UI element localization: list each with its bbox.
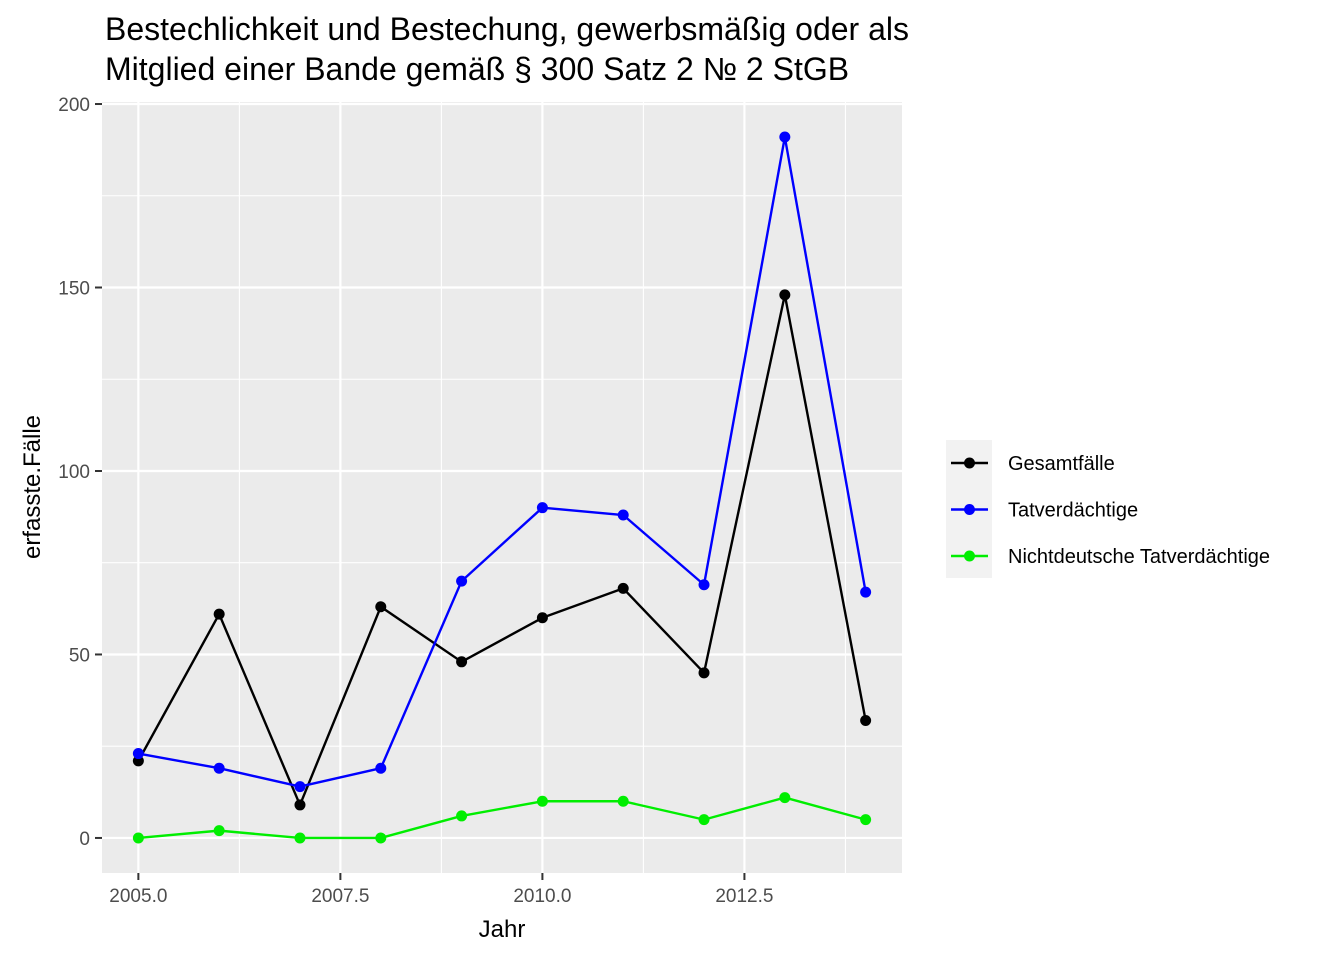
y-tick-label: 0	[79, 829, 90, 850]
data-point-2	[698, 814, 710, 826]
axis-ticks	[95, 103, 746, 880]
y-tick-label: 50	[69, 645, 90, 666]
series-line-0	[137, 293, 867, 807]
x-tick-label: 2007.5	[311, 886, 369, 907]
data-point-1	[456, 575, 468, 587]
series-line-1	[138, 135, 867, 788]
x-tick-label: 2012.5	[715, 886, 773, 907]
legend-key-point	[964, 504, 975, 515]
y-tick-label: 150	[58, 279, 90, 300]
data-point-0	[698, 667, 710, 679]
data-point-2	[779, 792, 791, 804]
chart-title-line-2: Mitglied einer Bande gemäß § 300 Satz 2 …	[105, 51, 849, 87]
legend-key-point	[964, 457, 975, 469]
data-point-1	[294, 781, 306, 793]
series-line-2	[138, 796, 866, 840]
data-point-1	[698, 579, 710, 591]
legend-label: Gesamtfälle	[1008, 453, 1115, 475]
data-point-0	[294, 799, 306, 811]
data-point-1	[617, 509, 629, 521]
x-tick-label: 2005.0	[109, 886, 167, 907]
plot-panel	[102, 102, 902, 873]
data-point-2	[375, 832, 387, 844]
x-axis-title: Jahr	[479, 916, 526, 943]
tick-labels: 2005.0 2007.5 2010.0 2012.5 0 50 100 150 200	[58, 95, 773, 907]
data-point-1	[213, 762, 225, 774]
data-point-1	[536, 502, 548, 514]
legend: Gesamtfälle Tatverdächtige Nichtdeutsche T…	[946, 440, 1270, 578]
data-point-1	[375, 762, 387, 774]
y-axis-title: erfasste.Fälle	[19, 415, 46, 559]
legend-label: Tatverdächtige	[1008, 500, 1138, 522]
chart-title-line-1: Bestechlichkeit und Bestechung, gewerbsm…	[105, 11, 909, 47]
legend-key-point	[964, 550, 975, 562]
data-point-0	[456, 656, 468, 668]
data-point-1	[860, 586, 872, 598]
grid-minor	[102, 102, 902, 873]
data-point-2	[536, 795, 548, 807]
data-point-0	[536, 612, 548, 624]
data-point-1	[132, 748, 144, 760]
data-point-0	[213, 608, 225, 620]
y-tick-label: 100	[58, 462, 90, 483]
series-layer	[132, 131, 872, 844]
legend-label: Nichtdeutsche Tatverdächtige	[1008, 546, 1270, 568]
data-point-2	[456, 810, 468, 822]
data-point-2	[213, 825, 225, 837]
data-point-0	[779, 289, 791, 301]
data-point-1	[779, 131, 791, 143]
data-point-0	[860, 715, 872, 727]
data-point-0	[375, 601, 387, 613]
data-point-2	[617, 795, 629, 807]
data-point-2	[132, 832, 144, 844]
y-tick-label: 200	[58, 95, 90, 116]
data-point-2	[294, 832, 306, 844]
data-point-0	[617, 582, 629, 594]
x-tick-label: 2010.0	[513, 886, 571, 907]
data-point-2	[860, 814, 872, 826]
